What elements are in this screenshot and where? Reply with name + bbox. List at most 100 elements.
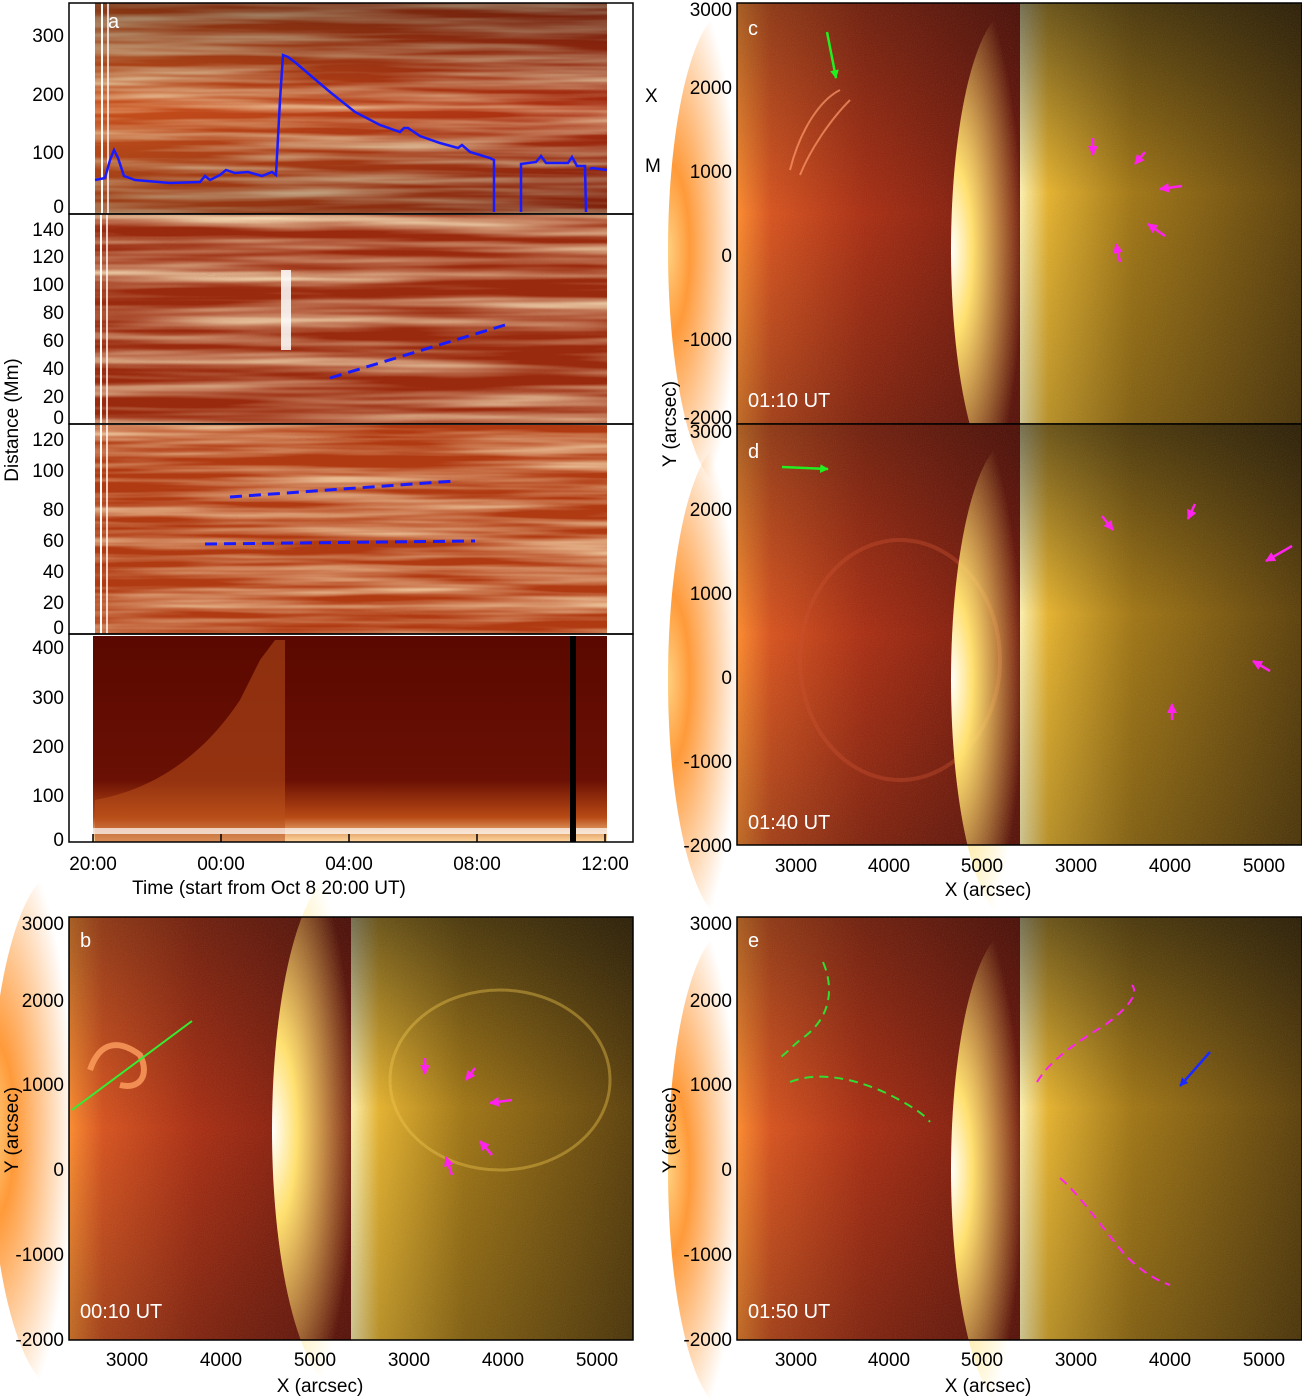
goes-class-m: M bbox=[645, 156, 661, 177]
panel-a-subpanel-3 bbox=[95, 425, 607, 634]
svg-text:140: 140 bbox=[32, 220, 64, 241]
svg-text:3000: 3000 bbox=[1055, 856, 1097, 877]
svg-text:300: 300 bbox=[32, 26, 64, 47]
svg-text:0: 0 bbox=[53, 197, 64, 218]
panel-b-yticks: -2000 -1000 0 1000 2000 3000 bbox=[15, 914, 64, 1351]
panel-b-time: 00:10 UT bbox=[80, 1301, 162, 1323]
panel-b-label: b bbox=[80, 930, 91, 952]
svg-text:-1000: -1000 bbox=[15, 1245, 64, 1266]
dashed-fit-line bbox=[204, 539, 476, 546]
panel-d-time: 01:40 UT bbox=[748, 812, 830, 834]
svg-text:300: 300 bbox=[32, 688, 64, 709]
svg-text:200: 200 bbox=[32, 85, 64, 106]
svg-text:4000: 4000 bbox=[868, 856, 910, 877]
panel-c-time: 01:10 UT bbox=[748, 390, 830, 412]
dashed-fit-line bbox=[329, 323, 506, 380]
slit-line bbox=[71, 1020, 193, 1111]
panel-cd-ylabel: Y (arcsec) bbox=[660, 381, 681, 467]
svg-text:0: 0 bbox=[53, 408, 64, 429]
panel-e-xticks: 3000 4000 5000 3000 4000 5000 bbox=[775, 1350, 1285, 1371]
panel-b-ylabel: Y (arcsec) bbox=[2, 1087, 23, 1173]
panel-d: d 01:40 UT bbox=[668, 423, 1302, 920]
goes-class-x: X bbox=[645, 86, 658, 107]
svg-text:4000: 4000 bbox=[482, 1350, 524, 1371]
svg-text:2000: 2000 bbox=[22, 991, 64, 1012]
svg-text:4000: 4000 bbox=[1149, 856, 1191, 877]
blue-arrow bbox=[1179, 1051, 1211, 1087]
svg-text:120: 120 bbox=[32, 430, 64, 451]
svg-text:1000: 1000 bbox=[690, 1075, 732, 1096]
svg-text:0: 0 bbox=[53, 830, 64, 851]
panel-c-yticks: -1000 0 1000 2000 3000 bbox=[683, 0, 732, 351]
panel-e-label: e bbox=[748, 930, 759, 952]
panel-a-frames bbox=[68, 2, 634, 843]
panel-a: 300 200 100 0 140 120 100 80 60 40 20 0 … bbox=[2, 2, 661, 899]
svg-text:3000: 3000 bbox=[1055, 1350, 1097, 1371]
panel-a-xticks: 20:00 00:00 04:00 08:00 12:00 bbox=[69, 854, 629, 875]
svg-text:00:00: 00:00 bbox=[197, 854, 245, 875]
svg-text:4000: 4000 bbox=[868, 1350, 910, 1371]
svg-text:20: 20 bbox=[43, 593, 64, 614]
svg-text:5000: 5000 bbox=[1243, 856, 1285, 877]
svg-text:0: 0 bbox=[721, 668, 732, 689]
panel-b-xlabel: X (arcsec) bbox=[277, 1376, 364, 1397]
svg-text:20:00: 20:00 bbox=[69, 854, 117, 875]
svg-text:20: 20 bbox=[43, 387, 64, 408]
svg-text:0: 0 bbox=[721, 1160, 732, 1181]
panel-a-label: a bbox=[108, 11, 120, 33]
svg-text:-2000: -2000 bbox=[15, 1330, 64, 1351]
svg-text:3000: 3000 bbox=[690, 0, 732, 21]
svg-text:4000: 4000 bbox=[1149, 1350, 1191, 1371]
svg-text:-1000: -1000 bbox=[683, 330, 732, 351]
svg-text:0: 0 bbox=[53, 618, 64, 639]
svg-text:-1000: -1000 bbox=[683, 752, 732, 773]
svg-text:40: 40 bbox=[43, 562, 64, 583]
panel-d-label: d bbox=[748, 441, 759, 463]
svg-text:5000: 5000 bbox=[961, 1350, 1003, 1371]
panel-e-xlabel: X (arcsec) bbox=[945, 1376, 1032, 1397]
panel-e-yticks: -2000 -1000 0 1000 2000 3000 bbox=[683, 914, 732, 1351]
svg-text:60: 60 bbox=[43, 531, 64, 552]
panel-d-xticks: 3000 4000 5000 3000 4000 5000 bbox=[775, 856, 1285, 877]
green-arrow bbox=[825, 31, 839, 79]
svg-text:3000: 3000 bbox=[388, 1350, 430, 1371]
panel-a-subpanel-2 bbox=[95, 215, 607, 424]
svg-text:3000: 3000 bbox=[690, 422, 732, 443]
panel-a-xtick-marks bbox=[92, 834, 606, 842]
magenta-arrows bbox=[1088, 138, 1183, 263]
svg-text:08:00: 08:00 bbox=[453, 854, 501, 875]
svg-text:1000: 1000 bbox=[690, 584, 732, 605]
svg-text:100: 100 bbox=[32, 461, 64, 482]
panel-e-ylabel: Y (arcsec) bbox=[660, 1087, 681, 1173]
svg-text:2000: 2000 bbox=[690, 991, 732, 1012]
svg-text:-2000: -2000 bbox=[683, 836, 732, 857]
svg-text:1000: 1000 bbox=[690, 162, 732, 183]
svg-text:80: 80 bbox=[43, 500, 64, 521]
panel-e: e 01:50 UT bbox=[668, 916, 1302, 1400]
panel-a-subpanel-1 bbox=[69, 3, 633, 214]
svg-text:0: 0 bbox=[721, 246, 732, 267]
svg-text:4000: 4000 bbox=[200, 1350, 242, 1371]
svg-text:100: 100 bbox=[32, 786, 64, 807]
panel-b: b 00:10 UT bbox=[0, 870, 634, 1390]
panel-a-yticks: 300 200 100 0 140 120 100 80 60 40 20 0 … bbox=[32, 26, 64, 851]
svg-text:40: 40 bbox=[43, 359, 64, 380]
green-arrow bbox=[781, 464, 829, 474]
panel-e-time: 01:50 UT bbox=[748, 1301, 830, 1323]
svg-text:5000: 5000 bbox=[294, 1350, 336, 1371]
svg-text:3000: 3000 bbox=[775, 856, 817, 877]
svg-text:3000: 3000 bbox=[22, 914, 64, 935]
panel-d-yticks: -2000 -1000 0 1000 2000 3000 bbox=[683, 422, 732, 857]
svg-text:5000: 5000 bbox=[576, 1350, 618, 1371]
svg-text:400: 400 bbox=[32, 638, 64, 659]
goes-curve bbox=[94, 53, 608, 213]
magenta-arrows bbox=[1101, 503, 1293, 720]
panel-c: c 01:10 UT bbox=[668, 2, 1302, 490]
svg-text:3000: 3000 bbox=[775, 1350, 817, 1371]
svg-text:0: 0 bbox=[53, 1160, 64, 1181]
svg-text:5000: 5000 bbox=[961, 856, 1003, 877]
svg-text:60: 60 bbox=[43, 331, 64, 352]
svg-text:3000: 3000 bbox=[690, 914, 732, 935]
panel-d-xlabel: X (arcsec) bbox=[945, 880, 1032, 901]
